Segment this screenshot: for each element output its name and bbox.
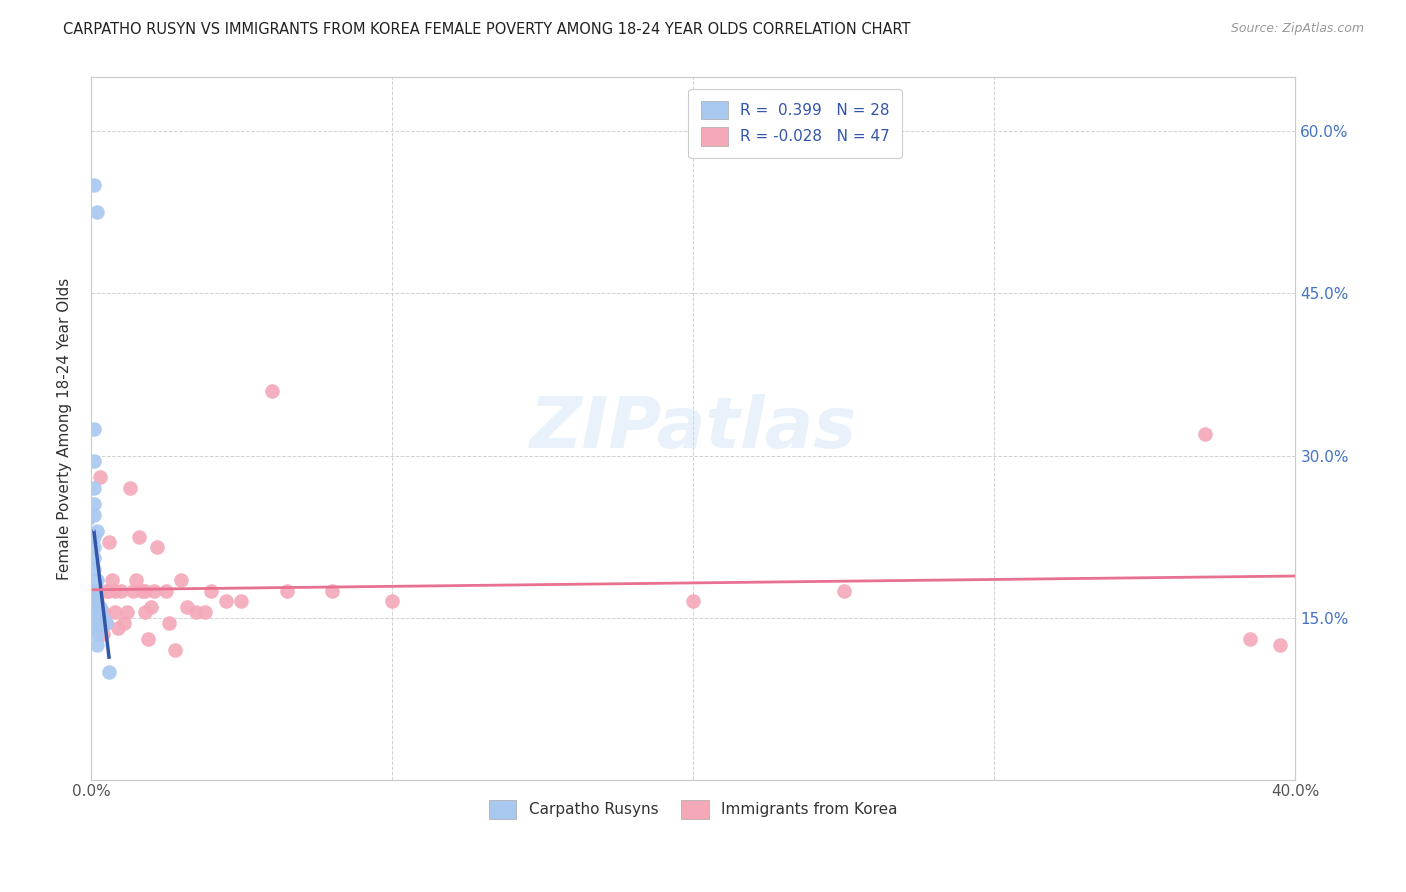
Point [321,583,343,598]
Point [98,535,121,549]
Point [83,481,105,495]
Point [86,524,108,538]
Point [83,583,105,598]
Point [98,665,121,679]
Point [91,605,114,619]
Point [89,605,111,619]
Point [94,615,117,630]
Text: ZIPatlas: ZIPatlas [530,394,856,463]
Point [120,481,142,495]
Point [83,594,105,608]
Point [128,530,150,544]
Point [115,605,138,619]
Point [89,470,111,484]
Point [146,541,169,555]
Point [83,497,105,511]
Legend: Carpatho Rusyns, Immigrants from Korea: Carpatho Rusyns, Immigrants from Korea [482,794,904,824]
Point [157,615,180,630]
Point [143,583,166,598]
Point [89,605,111,619]
Point [83,599,105,614]
Point [122,583,145,598]
Point [101,573,124,587]
Point [1270,638,1292,652]
Point [381,594,404,608]
Point [231,594,253,608]
Point [86,627,108,641]
Point [104,605,127,619]
Point [91,610,114,624]
Text: Source: ZipAtlas.com: Source: ZipAtlas.com [1230,22,1364,36]
Point [83,508,105,522]
Point [86,594,108,608]
Point [134,605,156,619]
Point [170,573,193,587]
Point [110,583,132,598]
Point [86,638,108,652]
Point [276,583,298,598]
Point [134,583,156,598]
Point [83,610,105,624]
Point [112,615,135,630]
Point [136,632,159,647]
Point [215,594,238,608]
Point [200,583,222,598]
Point [155,583,177,598]
Point [83,605,105,619]
Point [83,178,105,193]
Point [83,583,105,598]
Point [682,594,704,608]
Point [165,643,187,657]
Point [86,573,108,587]
Point [194,605,217,619]
Point [83,530,105,544]
Point [1194,426,1216,441]
Point [83,621,105,635]
Point [91,627,114,641]
Point [83,589,105,603]
Point [141,599,163,614]
Text: CARPATHO RUSYN VS IMMIGRANTS FROM KOREA FEMALE POVERTY AMONG 18-24 YEAR OLDS COR: CARPATHO RUSYN VS IMMIGRANTS FROM KOREA … [63,22,911,37]
Point [83,562,105,576]
Point [83,454,105,468]
Point [83,615,105,630]
Point [131,583,153,598]
Point [832,583,855,598]
Point [94,583,117,598]
Point [83,541,105,555]
Point [94,615,117,630]
Point [83,551,105,566]
Point [89,599,111,614]
Point [1239,632,1261,647]
Point [186,605,208,619]
Point [98,583,121,598]
Point [104,583,127,598]
Point [83,421,105,435]
Y-axis label: Female Poverty Among 18-24 Year Olds: Female Poverty Among 18-24 Year Olds [58,277,72,580]
Point [107,621,129,635]
Point [125,573,148,587]
Point [176,599,198,614]
Point [86,205,108,219]
Point [260,384,283,398]
